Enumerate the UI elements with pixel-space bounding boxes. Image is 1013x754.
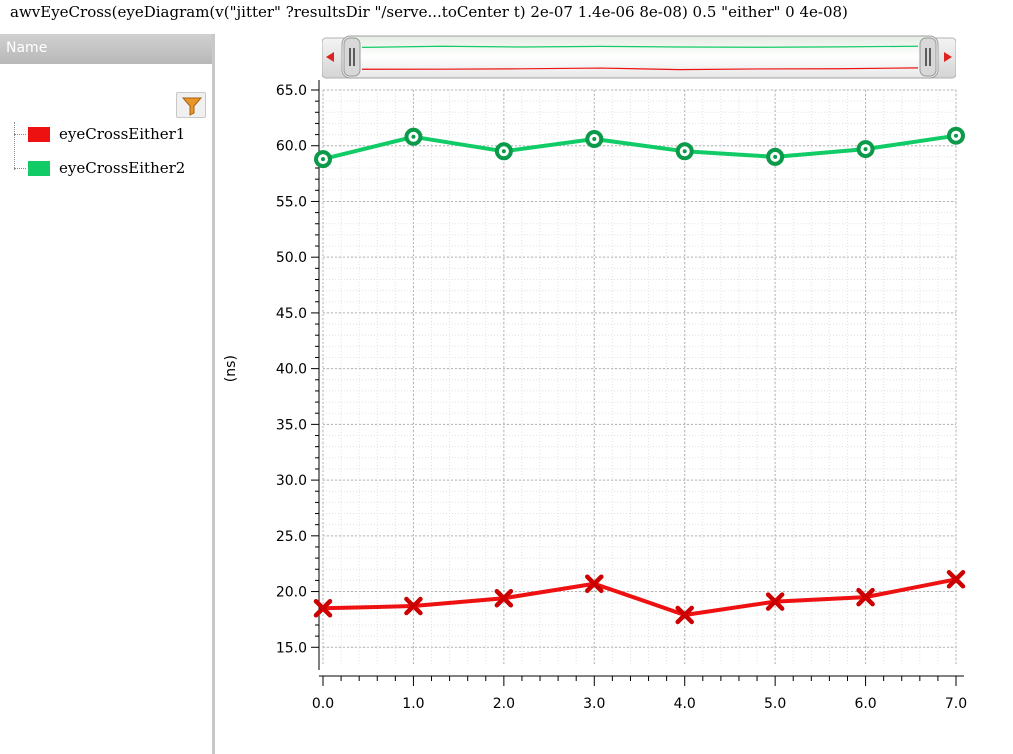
- y-tick-label: 30.0: [276, 473, 307, 489]
- major-grid: [322, 89, 957, 664]
- y-axis-label: (ns): [223, 355, 239, 382]
- y-tick-label: 50.0: [276, 250, 307, 266]
- series-eyeCrossEither2: [314, 126, 965, 169]
- series-eyeCrossEither1: [313, 570, 966, 625]
- scroll-left-arrow-icon[interactable]: [326, 52, 334, 62]
- data-point-x-marker: [585, 574, 604, 594]
- y-tick-label: 40.0: [276, 362, 307, 378]
- y-tick-label: 15.0: [276, 640, 307, 656]
- thumb-right-grip-icon[interactable]: [919, 37, 937, 77]
- tree-connector: [14, 122, 15, 170]
- x-tick-label: 4.0: [674, 696, 696, 712]
- series2-swatch: [28, 160, 50, 176]
- tree-branch: [14, 167, 26, 169]
- filter-button[interactable]: [176, 92, 206, 118]
- data-point-x-marker: [675, 605, 694, 625]
- series1-swatch: [28, 126, 50, 142]
- data-point-circle-marker: [585, 130, 604, 149]
- axes: [311, 80, 964, 686]
- legend-label: eyeCrossEither1: [59, 125, 186, 143]
- window-title: awvEyeCross(eyeDiagram(v("jitter" ?resul…: [10, 3, 848, 21]
- x-tick-label: 7.0: [945, 696, 967, 712]
- data-point-circle-marker: [404, 127, 423, 146]
- y-tick-label: 45.0: [276, 306, 307, 322]
- y-tick-label: 65.0: [276, 83, 307, 99]
- data-point-x-marker: [765, 592, 785, 611]
- x-tick-label: 2.0: [493, 696, 515, 712]
- y-tick-label: 25.0: [276, 529, 307, 545]
- x-tick-label: 6.0: [854, 696, 876, 712]
- x-tick-label: 0.0: [312, 696, 334, 712]
- data-point-circle-marker: [856, 140, 875, 159]
- minor-grid: [322, 89, 957, 664]
- y-tick-label: 35.0: [276, 417, 307, 433]
- overview-series-line: [361, 67, 919, 71]
- overview-scrollbar[interactable]: [322, 34, 956, 80]
- tree-branch: [14, 133, 26, 135]
- x-tick-label: 3.0: [583, 696, 605, 712]
- overview-thumb[interactable]: [341, 35, 939, 79]
- scroll-right-arrow-icon[interactable]: [944, 52, 952, 62]
- data-point-circle-marker: [675, 142, 694, 161]
- y-tick-labels: 15.0 20.0 25.0 30.0 35.0 40.0 45.0 50.0 55.0 60.0…: [276, 83, 307, 656]
- y-tick-label: 20.0: [276, 585, 307, 601]
- legend-label: eyeCrossEither2: [59, 159, 186, 177]
- y-tick-label: 55.0: [276, 194, 307, 210]
- data-point-x-marker: [404, 596, 423, 616]
- data-point-circle-marker: [314, 150, 332, 169]
- series-line: [322, 577, 957, 617]
- data-point-circle-marker: [766, 147, 785, 166]
- data-point-x-marker: [494, 588, 514, 608]
- funnel-icon: [181, 97, 203, 116]
- legend-item-series1[interactable]: eyeCrossEither1: [14, 123, 185, 145]
- series-group: [313, 126, 966, 625]
- data-point-circle-marker: [494, 142, 513, 161]
- legend-item-series2[interactable]: eyeCrossEither2: [14, 157, 185, 179]
- overview-preview-lines: [361, 45, 919, 71]
- name-column-header[interactable]: Name: [0, 34, 212, 64]
- line-chart: 15.0 20.0 25.0 30.0 35.0 40.0 45.0 50.0 55.0 60.0…: [223, 80, 967, 712]
- data-point-x-marker: [856, 587, 875, 607]
- thumb-left-grip-icon[interactable]: [343, 37, 361, 77]
- x-tick-label: 5.0: [764, 696, 786, 712]
- y-tick-label: 60.0: [276, 139, 307, 155]
- overview-series-line: [361, 45, 919, 48]
- data-point-circle-marker: [947, 126, 965, 145]
- data-point-x-marker: [946, 570, 966, 589]
- data-point-x-marker: [313, 599, 333, 618]
- x-tick-label: 1.0: [402, 696, 424, 712]
- legend-panel: Name eyeCrossEither1 eyeCrossEither2: [0, 34, 215, 754]
- series-line: [322, 133, 957, 162]
- x-tick-labels: 0.0 1.0 2.0 3.0 4.0 5.0 6.0 7.0: [312, 696, 967, 712]
